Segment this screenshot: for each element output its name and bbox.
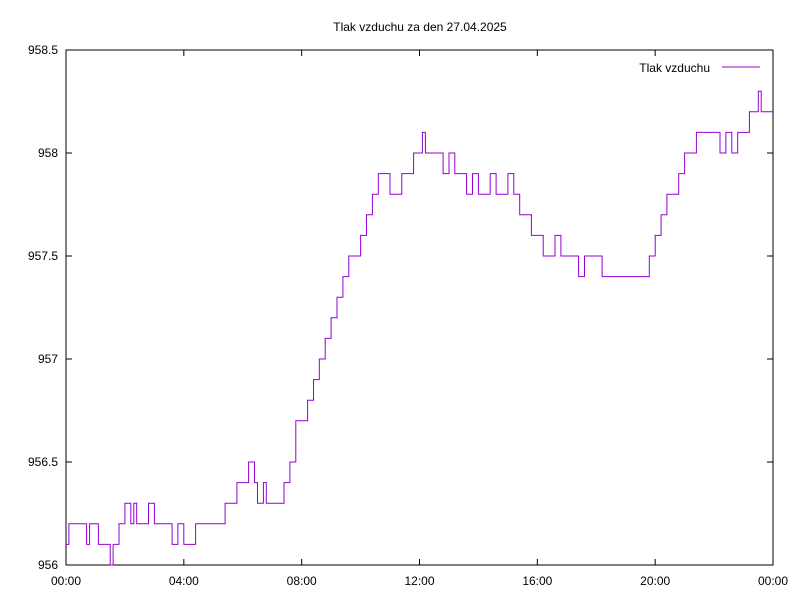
x-tick-label: 04:00 xyxy=(169,574,199,588)
x-tick-label: 00:00 xyxy=(758,574,788,588)
legend: Tlak vzduchu xyxy=(639,61,760,75)
x-tick-label: 20:00 xyxy=(640,574,670,588)
chart-title: Tlak vzduchu za den 27.04.2025 xyxy=(333,20,507,34)
y-tick-label: 958 xyxy=(38,146,58,160)
x-tick-label: 12:00 xyxy=(404,574,434,588)
series-line-tlak-vzduchu xyxy=(66,90,773,566)
y-tick-label: 957 xyxy=(38,352,58,366)
y-tick-label: 956.5 xyxy=(28,455,58,469)
y-tick-label: 958.5 xyxy=(28,43,58,57)
legend-label: Tlak vzduchu xyxy=(639,61,710,75)
axis-ticks xyxy=(65,49,774,566)
x-tick-label: 00:00 xyxy=(51,574,81,588)
plot-frame xyxy=(65,49,774,566)
x-tick-label: 08:00 xyxy=(287,574,317,588)
y-tick-label: 956 xyxy=(38,558,58,572)
y-tick-label: 957.5 xyxy=(28,249,58,263)
x-tick-label: 16:00 xyxy=(522,574,552,588)
axis-tick-labels: 956 956.5 957 957.5 958 958.5 00:00 04:00 08:00 1… xyxy=(28,43,788,588)
